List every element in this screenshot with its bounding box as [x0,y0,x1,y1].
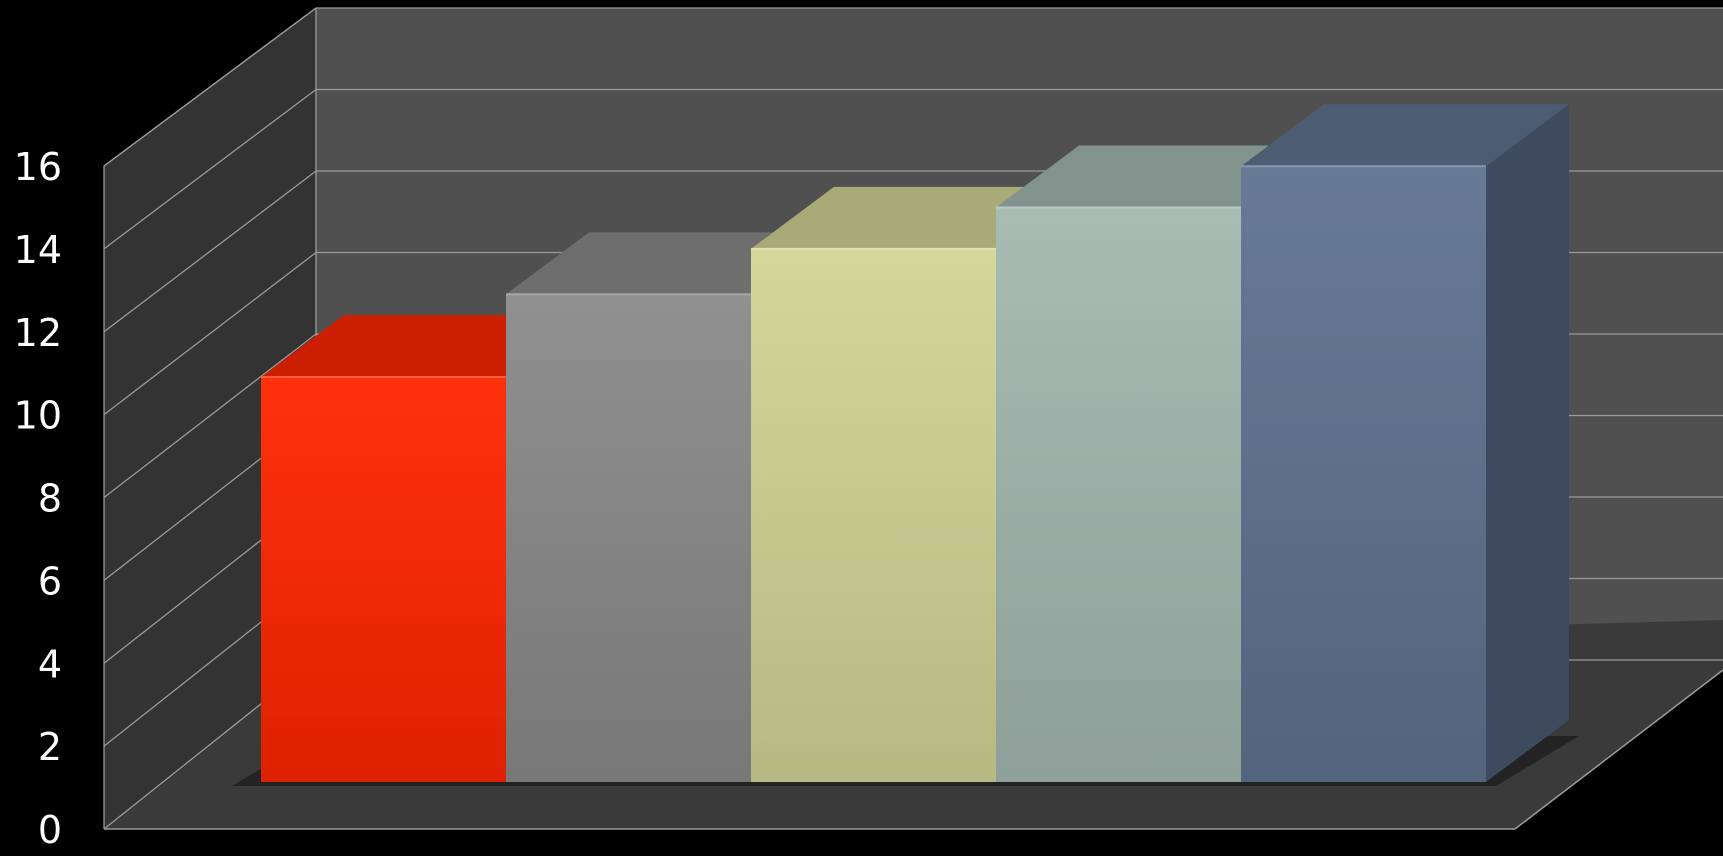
y-tick-label: 2 [38,725,62,769]
bar-5 [1241,104,1569,783]
y-tick-label: 0 [38,808,62,852]
gridline-side [103,170,317,333]
bar-front-face [1241,166,1486,783]
bar-front-face [261,377,506,782]
y-tick-label: 8 [38,477,62,521]
y-tick-label: 14 [14,228,62,272]
y-tick-label: 16 [14,145,62,189]
y-tick-label: 10 [14,394,62,438]
bar-side-face [1486,104,1569,783]
y-axis-tick-labels: 0 2 4 6 8 10 12 14 16 [14,145,62,852]
gridline-side [103,88,317,250]
bar-front-face [506,294,751,782]
y-tick-label: 6 [38,559,62,603]
bars [232,104,1579,786]
gridline-side [103,251,317,416]
gridline-side [103,333,317,499]
wall-top-edge [103,7,317,167]
bar-front-face [996,207,1241,782]
y-tick-label: 12 [14,311,62,355]
bar-top-face [1241,104,1569,167]
y-tick-label: 4 [38,642,62,686]
bar-front-face [751,248,996,782]
floor-right-edge [1514,669,1723,830]
